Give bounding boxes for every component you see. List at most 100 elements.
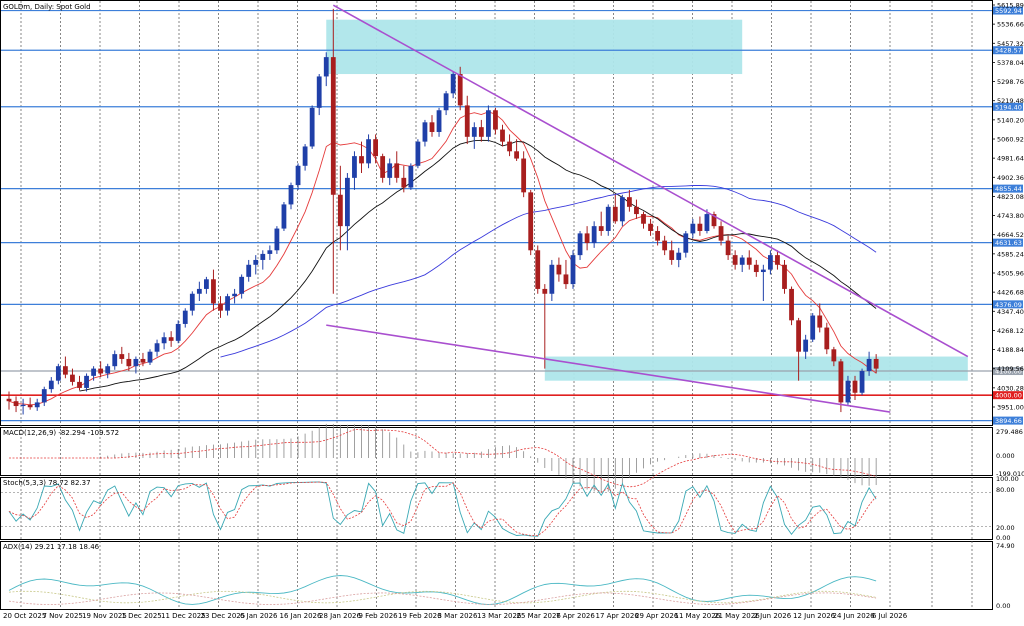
- candle-body: [380, 156, 386, 178]
- candle-body: [486, 110, 491, 137]
- candle-body: [288, 185, 294, 205]
- level-tag-label: 4376.09: [995, 301, 1022, 309]
- candle-body: [535, 250, 541, 289]
- candle-body: [359, 156, 364, 164]
- candle-body: [676, 252, 682, 260]
- candle-body: [838, 361, 844, 403]
- candle-body: [598, 226, 604, 231]
- candle-body: [845, 380, 851, 403]
- candle-body: [683, 233, 689, 253]
- level-tag: [993, 391, 1023, 400]
- candle-body: [789, 288, 794, 321]
- candle-body: [669, 250, 675, 260]
- candle-body: [337, 194, 343, 227]
- candle-body: [577, 233, 583, 256]
- level-tag-label: 5592.94: [995, 7, 1022, 15]
- candle-body: [147, 351, 153, 363]
- candle-body: [859, 371, 865, 393]
- candle-body: [330, 57, 336, 195]
- candle-body: [345, 177, 350, 227]
- candle-body: [873, 358, 879, 369]
- adx-minus-di-line: [8, 592, 877, 605]
- price-tick-label: 4902.36: [997, 174, 1024, 182]
- candle-body: [239, 276, 245, 294]
- macd-panel[interactable]: [0, 427, 993, 476]
- macd-title: MACD(12,26,9) -82.294 -109.572: [3, 429, 119, 437]
- candle-body: [316, 76, 322, 108]
- main-title: GOLDm, Daily: Spot Gold: [3, 3, 91, 11]
- level-tag-label: 4000.00: [995, 392, 1022, 400]
- candle-body: [775, 255, 780, 265]
- candle-body: [77, 381, 82, 388]
- candle-body: [690, 223, 696, 234]
- price-tick-label: 3951.00: [997, 404, 1024, 412]
- candle-body: [161, 337, 167, 344]
- candle-body: [556, 264, 562, 275]
- level-tag: [993, 6, 1023, 15]
- level-tag-label: 5194.40: [995, 103, 1022, 111]
- adx-panel[interactable]: [0, 541, 993, 610]
- macd-signal-line: [9, 429, 877, 488]
- candle-body: [48, 380, 54, 390]
- candle-body: [817, 315, 823, 328]
- candle-body: [394, 163, 400, 178]
- adx-plus-di-line: [8, 590, 877, 604]
- candle-body: [528, 192, 534, 251]
- trendline: [332, 4, 969, 358]
- price-tick-label: 5060.92: [997, 136, 1024, 144]
- date-tick-label: 19 Feb 2026: [398, 612, 442, 620]
- candle-body: [641, 214, 646, 224]
- level-tag-label: 5428.57: [995, 47, 1022, 55]
- price-tick-label: 5298.76: [997, 78, 1024, 86]
- candle-body: [34, 402, 40, 408]
- candle-body: [246, 264, 252, 277]
- candle-body: [232, 293, 237, 297]
- candle-body: [464, 105, 470, 137]
- candle-body: [98, 368, 104, 374]
- candle-body: [796, 320, 801, 352]
- trendlines[interactable]: [326, 4, 969, 413]
- date-tick-label: 16 Jan 2026: [280, 612, 323, 620]
- date-tick-label: 25 Mar 2026: [517, 612, 562, 620]
- candle-body: [408, 165, 414, 188]
- candle-body: [6, 398, 12, 402]
- date-tick-label: 7 Apr 2026: [556, 612, 595, 620]
- candle-body: [422, 122, 428, 142]
- date-tick-label: 2 Jun 2026: [754, 612, 792, 620]
- candle-body: [704, 214, 710, 231]
- axes: 5615.89 5536.66 5457.32 5378.04 5298.76 5219.…: [3, 2, 1024, 621]
- stoch-signal-line: [8, 481, 877, 537]
- macd-axis-max: 279.486: [996, 428, 1023, 436]
- candle-body: [493, 110, 498, 130]
- price-tick-label: 5536.66: [997, 21, 1024, 29]
- moving-average-line: [220, 185, 877, 358]
- adx-axis-max: 74.90: [996, 542, 1015, 550]
- stoch-panel[interactable]: [0, 477, 993, 540]
- horizontal-levels[interactable]: 5592.94 5428.57 5194.40 4855.44 4631.63 4376.…: [1, 6, 1023, 426]
- price-tick-label: 5615.89: [997, 2, 1024, 10]
- candle-body: [443, 93, 449, 111]
- candle-body: [619, 197, 625, 222]
- candle-body: [768, 255, 773, 270]
- candle-body: [281, 204, 287, 229]
- candle-body: [70, 374, 75, 382]
- price-tick-label: 4664.52: [997, 231, 1024, 239]
- level-tag: [993, 46, 1023, 55]
- candle-body: [542, 288, 548, 294]
- stoch-axis-80: 80.00: [996, 486, 1015, 494]
- date-tick-label: 3 Mar 2026: [438, 612, 478, 620]
- date-tick-label: 11 Dec 2025: [161, 612, 206, 620]
- level-tag: [993, 238, 1023, 247]
- date-tick-label: 12 Jun 2026: [793, 612, 836, 620]
- stoch-title: Stoch(5,3,3) 78.72 82.37: [3, 479, 91, 487]
- candle-body: [429, 122, 435, 132]
- candle-body: [521, 158, 527, 193]
- candle-body: [478, 127, 484, 137]
- candle-body: [655, 230, 660, 241]
- candle-body: [27, 404, 33, 408]
- candle-body: [196, 288, 202, 294]
- candle-body: [697, 223, 703, 231]
- candle-body: [725, 240, 731, 256]
